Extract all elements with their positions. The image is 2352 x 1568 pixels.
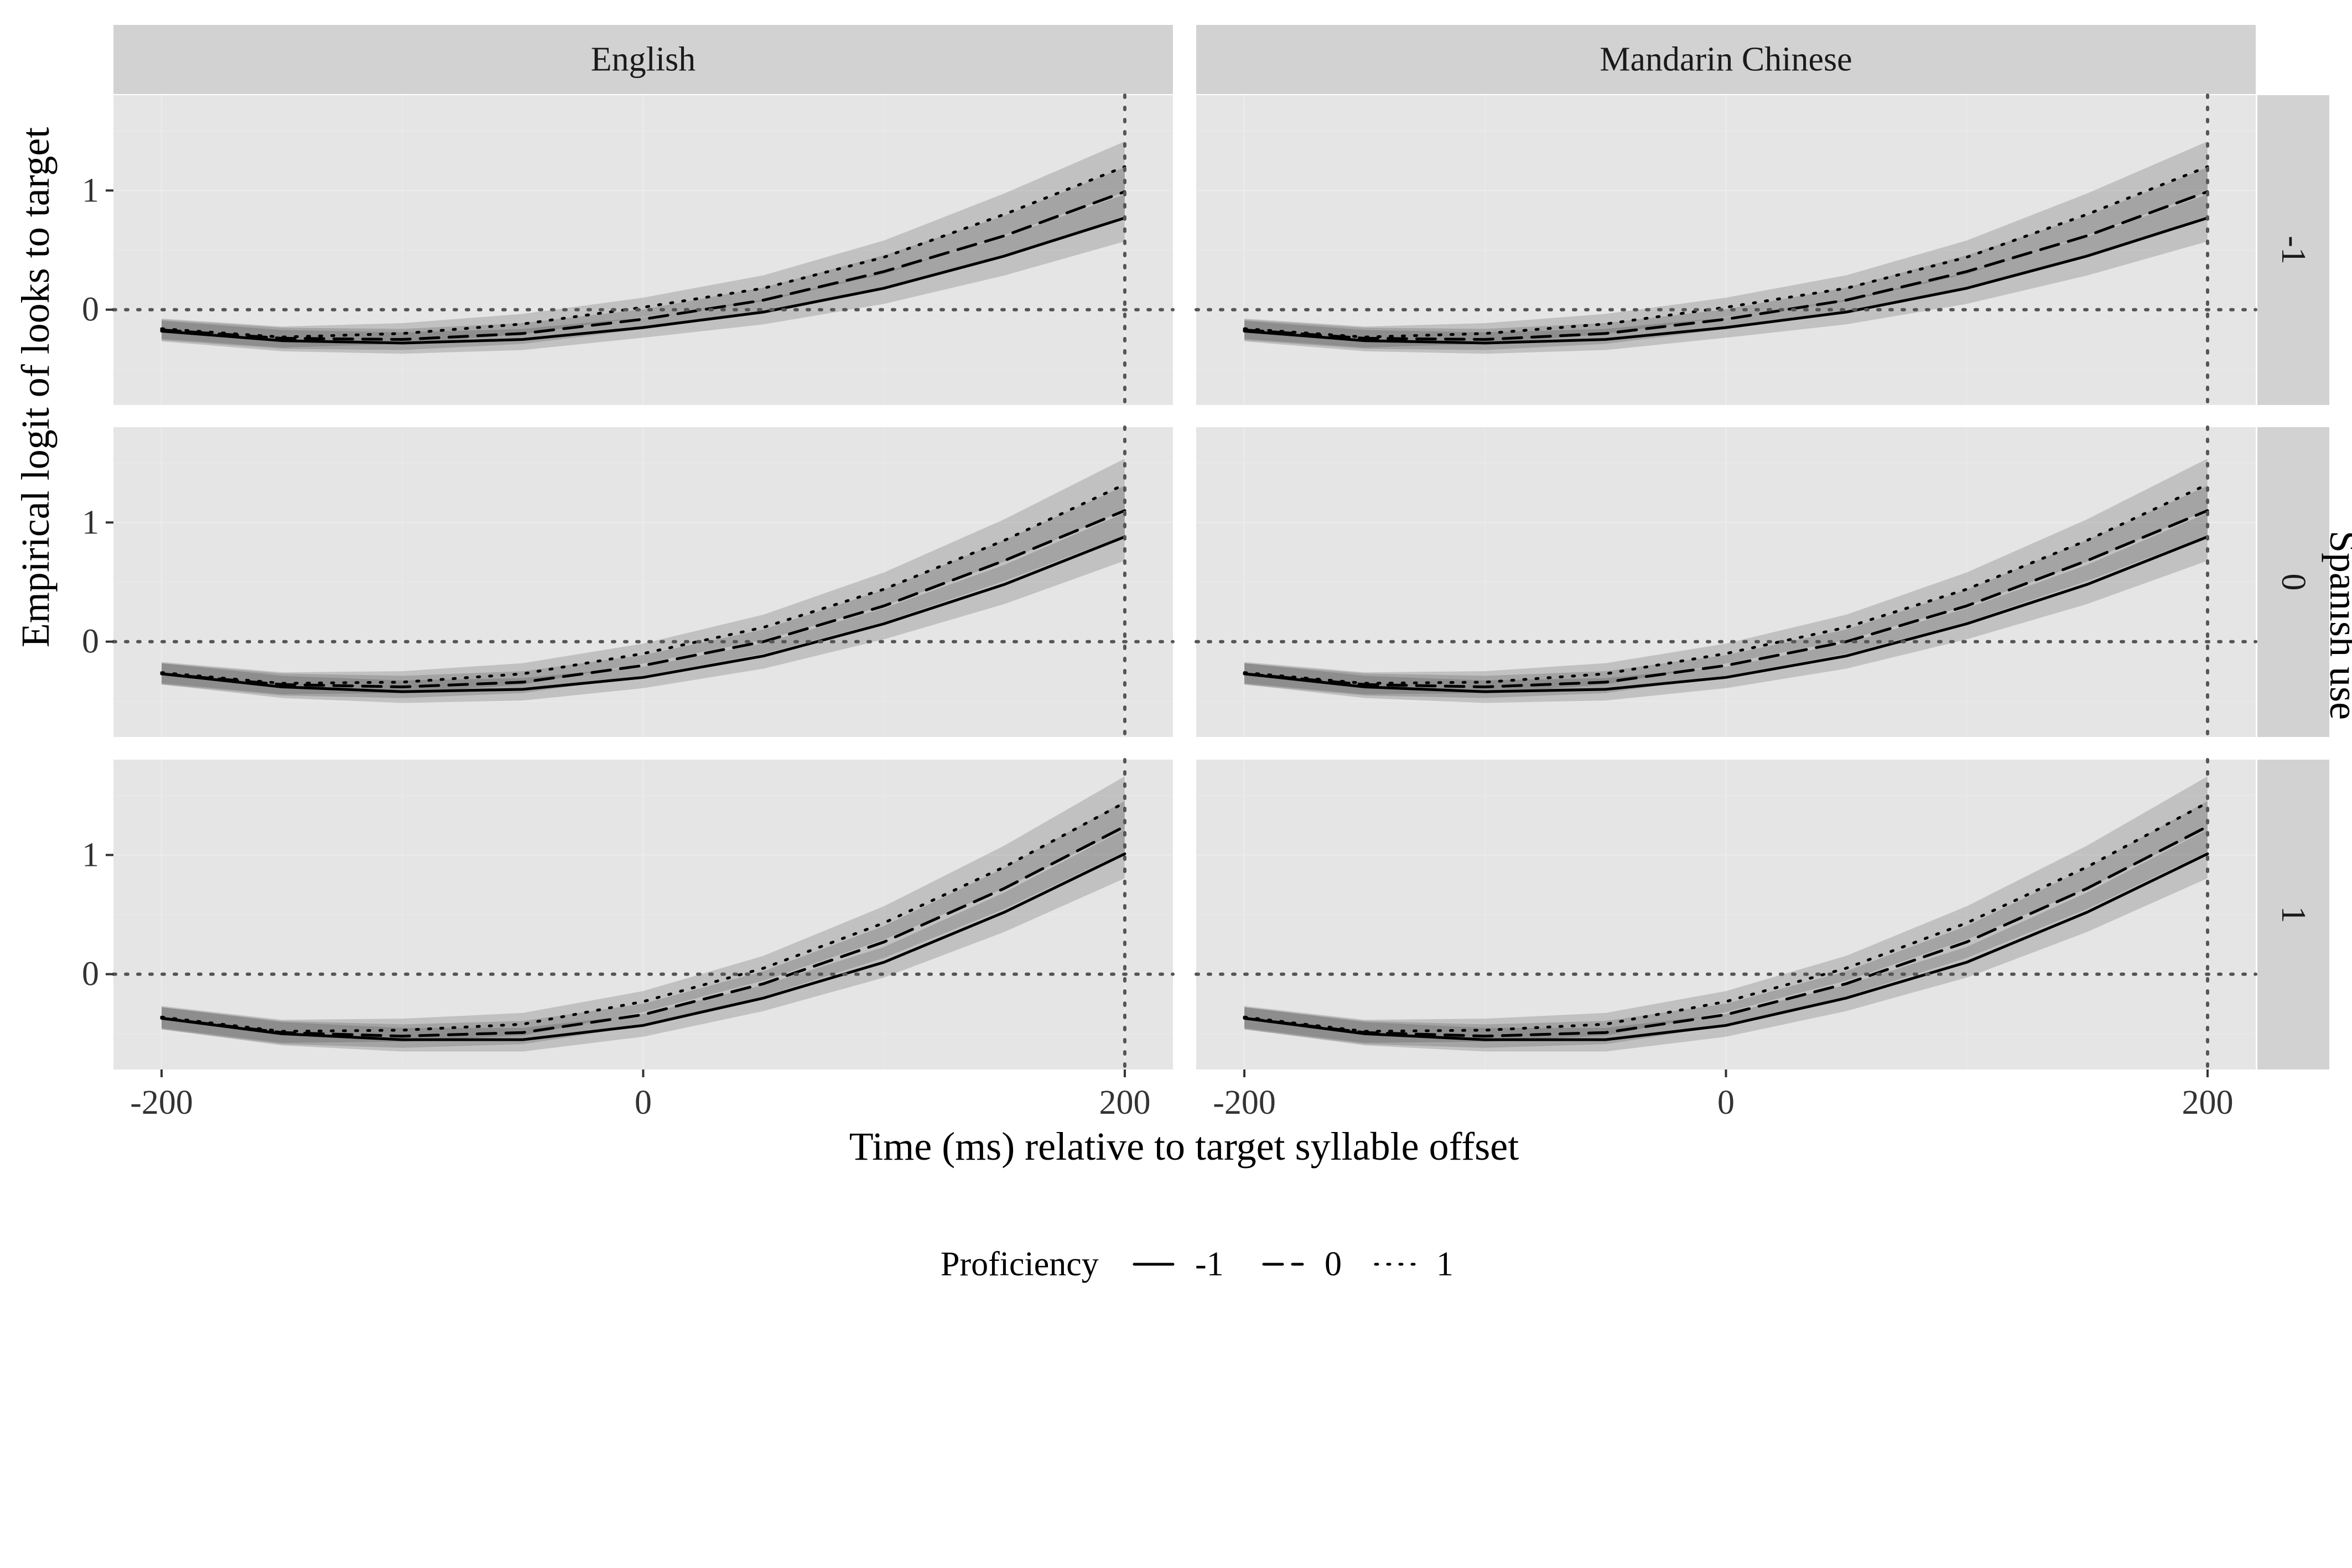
legend-title: Proficiency <box>941 1245 1099 1283</box>
series-line-proficiency--1 <box>1243 852 2209 1041</box>
series-line-proficiency-1 <box>1243 165 2209 339</box>
series-line-proficiency-0 <box>1243 509 2209 689</box>
confidence-band <box>162 485 1125 698</box>
legend-label: 0 <box>1325 1245 1342 1283</box>
legend-label: -1 <box>1195 1245 1224 1283</box>
series-line-proficiency-1 <box>160 482 1126 685</box>
y-tick-label: 0 <box>82 623 99 661</box>
x-tick-label: 200 <box>2182 1084 2233 1122</box>
y-tick-label: 1 <box>82 836 99 874</box>
series-line-proficiency-0 <box>160 509 1126 689</box>
y-tick-label: 1 <box>82 172 99 209</box>
y-tick-label: 1 <box>82 503 99 541</box>
confidence-band <box>1244 485 2208 698</box>
confidence-band <box>1244 458 2208 694</box>
row-strip-label: 0 <box>2275 574 2312 591</box>
x-tick-label: -200 <box>130 1084 193 1122</box>
confidence-band <box>162 458 1125 694</box>
legend-keys: -1 0 1 <box>1133 1245 1453 1283</box>
series-line-proficiency-1 <box>160 165 1126 339</box>
facet-panel: 01 <box>82 425 1175 739</box>
x-tick-label: 200 <box>1099 1084 1150 1122</box>
column-strip-label: English <box>591 41 695 79</box>
confidence-band <box>162 801 1125 1048</box>
row-strip-label: 1 <box>2275 906 2312 923</box>
x-tick-label: 0 <box>635 1084 652 1122</box>
confidence-band <box>162 776 1125 1043</box>
series-line-proficiency--1 <box>1243 216 2209 345</box>
y-axis-title: Empirical logit of looks to target <box>13 127 58 648</box>
facet-panel: -200 0 200 <box>1195 758 2257 1122</box>
series-line-proficiency--1 <box>160 852 1126 1041</box>
confidence-band <box>1244 776 2208 1043</box>
confidence-band <box>1244 141 2208 348</box>
column-strip-label: Mandarin Chinese <box>1600 41 1852 79</box>
x-axis-title: Time (ms) relative to target syllable of… <box>849 1124 1519 1169</box>
column-strip <box>113 25 1173 94</box>
y-tick-label: 0 <box>82 291 99 329</box>
facet-panel <box>1195 425 2257 739</box>
series-line-proficiency--1 <box>160 535 1126 693</box>
series-line-proficiency--1 <box>1243 535 2209 693</box>
row-facet-title: Spanish use <box>2322 531 2352 720</box>
series-line-proficiency-0 <box>1243 825 2209 1038</box>
series-line-proficiency-1 <box>1243 801 2209 1033</box>
series-line-proficiency-1 <box>160 801 1126 1033</box>
row-strip <box>2257 427 2329 737</box>
legend: Proficiency -1 0 1 <box>941 1245 1453 1283</box>
row-strip <box>2257 95 2329 405</box>
y-tick-label: 0 <box>82 956 99 993</box>
confidence-band <box>162 141 1125 348</box>
x-tick-label: 0 <box>1717 1084 1735 1122</box>
series-line-proficiency-0 <box>1243 190 2209 341</box>
facet-panel <box>1195 94 2257 407</box>
x-tick-label: -200 <box>1213 1084 1276 1122</box>
confidence-band <box>1244 801 2208 1048</box>
series-line-proficiency-0 <box>160 190 1126 341</box>
series-line-proficiency-1 <box>1243 482 2209 685</box>
series-line-proficiency-0 <box>160 825 1126 1038</box>
facet-panel: 01 <box>82 94 1175 407</box>
legend-label: 1 <box>1436 1245 1453 1283</box>
row-strip-label: -1 <box>2275 236 2312 264</box>
column-strip <box>1196 25 2256 94</box>
row-strip <box>2257 760 2329 1069</box>
series-line-proficiency--1 <box>160 216 1126 345</box>
facet-panel: 0 1 -200 0 200 <box>82 758 1175 1122</box>
